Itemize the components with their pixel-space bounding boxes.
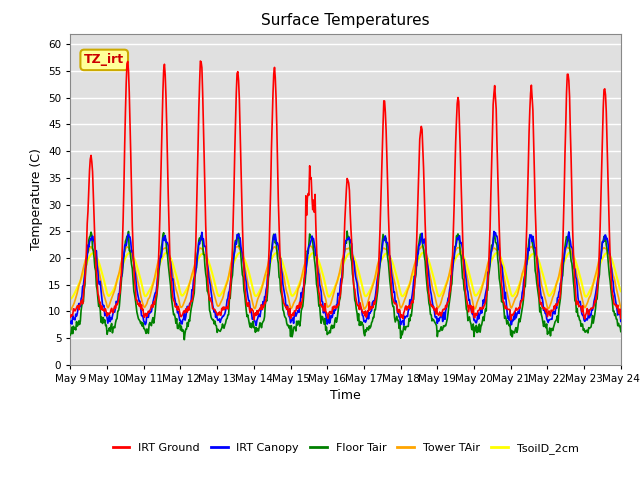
TsoilD_2cm — [617, 288, 625, 294]
IRT Ground — [507, 317, 515, 323]
IRT Canopy — [252, 323, 260, 328]
Legend: IRT Ground, IRT Canopy, Floor Tair, Tower TAir, TsoilD_2cm: IRT Ground, IRT Canopy, Floor Tair, Towe… — [108, 439, 583, 458]
IRT Ground — [188, 298, 195, 303]
Y-axis label: Temperature (C): Temperature (C) — [29, 148, 43, 250]
IRT Canopy — [188, 298, 195, 303]
Tower TAir — [67, 307, 74, 313]
Tower TAir — [390, 278, 398, 284]
Tower TAir — [337, 261, 345, 267]
Floor Tair — [343, 228, 351, 234]
Line: TsoilD_2cm: TsoilD_2cm — [70, 252, 621, 299]
Line: IRT Ground: IRT Ground — [70, 61, 621, 320]
Tower TAir — [567, 248, 575, 254]
Tower TAir — [445, 269, 453, 275]
IRT Canopy — [568, 244, 576, 250]
IRT Ground — [617, 315, 625, 321]
IRT Canopy — [338, 275, 346, 281]
IRT Canopy — [490, 228, 498, 234]
Line: Floor Tair: Floor Tair — [70, 231, 621, 340]
IRT Ground — [445, 290, 453, 296]
IRT Ground — [67, 314, 74, 320]
Floor Tair — [617, 329, 625, 335]
X-axis label: Time: Time — [330, 389, 361, 402]
Title: Surface Temperatures: Surface Temperatures — [261, 13, 430, 28]
Tower TAir — [211, 294, 219, 300]
Line: Tower TAir: Tower TAir — [70, 246, 621, 310]
IRT Canopy — [445, 287, 453, 293]
TsoilD_2cm — [566, 250, 574, 255]
Floor Tair — [568, 261, 576, 266]
Floor Tair — [188, 302, 196, 308]
IRT Ground — [392, 300, 399, 306]
Line: IRT Canopy: IRT Canopy — [70, 231, 621, 325]
TsoilD_2cm — [567, 250, 575, 256]
Floor Tair — [392, 316, 400, 322]
IRT Canopy — [67, 320, 74, 326]
TsoilD_2cm — [337, 267, 345, 273]
Tower TAir — [617, 304, 625, 310]
Floor Tair — [338, 277, 346, 283]
Floor Tair — [180, 337, 188, 343]
Floor Tair — [67, 332, 74, 338]
IRT Ground — [212, 309, 220, 314]
TsoilD_2cm — [67, 296, 74, 302]
Floor Tair — [447, 292, 454, 298]
Floor Tair — [212, 323, 220, 328]
IRT Ground — [196, 58, 204, 64]
IRT Canopy — [617, 319, 625, 324]
Tower TAir — [188, 274, 195, 280]
IRT Ground — [568, 191, 576, 197]
TsoilD_2cm — [211, 281, 219, 287]
IRT Ground — [338, 278, 346, 284]
TsoilD_2cm — [188, 276, 195, 282]
Text: TZ_irt: TZ_irt — [84, 53, 124, 66]
Tower TAir — [418, 243, 426, 249]
IRT Canopy — [392, 301, 399, 307]
TsoilD_2cm — [390, 266, 398, 272]
IRT Canopy — [211, 307, 219, 313]
TsoilD_2cm — [445, 274, 452, 280]
